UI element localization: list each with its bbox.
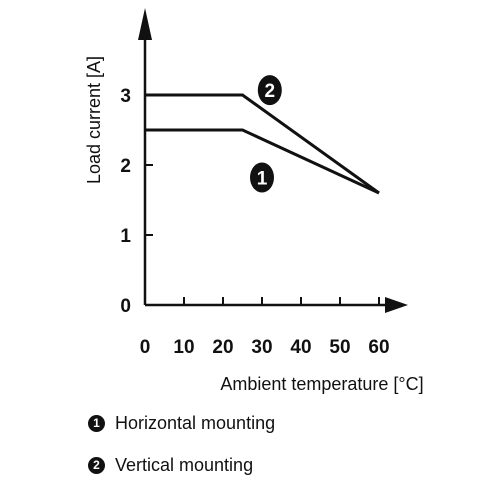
x-axis-label: Ambient temperature [°C] (220, 374, 423, 394)
y-tick-label: 0 (120, 296, 131, 317)
legend-marker-1: 1 (88, 414, 105, 432)
y-tick-label: 1 (120, 226, 131, 247)
series-line-2 (145, 93, 380, 195)
x-tick-label: 20 (212, 337, 233, 358)
series-line-1 (145, 128, 380, 195)
marker-number: 1 (257, 169, 268, 190)
y-tick-label: 2 (120, 156, 131, 177)
marker-badge (257, 75, 282, 106)
x-tick-label: 0 (140, 337, 151, 358)
series-marker-2: 2 (257, 75, 282, 106)
y-axis-label: Load current [A] (84, 56, 104, 184)
marker-number: 2 (265, 81, 276, 102)
series-group (145, 93, 380, 195)
legend-label-vertical: Vertical mounting (115, 454, 254, 475)
x-tick-label: 30 (251, 337, 272, 358)
series-markers: 12 (250, 75, 282, 193)
x-tick-label: 50 (329, 337, 350, 358)
marker-badge (250, 162, 274, 193)
series-marker-1: 1 (250, 162, 274, 193)
axes (138, 8, 408, 313)
ticks: 0 10 20 30 40 50 60 0 1 2 3 (120, 86, 389, 358)
y-tick-label: 3 (120, 86, 131, 107)
x-axis-arrow (385, 297, 408, 313)
legend-item-horizontal: 1 Horizontal mounting (88, 410, 488, 436)
legend-label-horizontal: Horizontal mounting (115, 412, 276, 433)
x-tick-label: 10 (173, 337, 194, 358)
y-axis-arrow (138, 8, 152, 40)
legend-item-vertical: 2 Vertical mounting (88, 452, 488, 478)
x-tick-label: 60 (368, 337, 389, 358)
x-tick-label: 40 (290, 337, 311, 358)
legend-marker-2: 2 (88, 456, 105, 474)
